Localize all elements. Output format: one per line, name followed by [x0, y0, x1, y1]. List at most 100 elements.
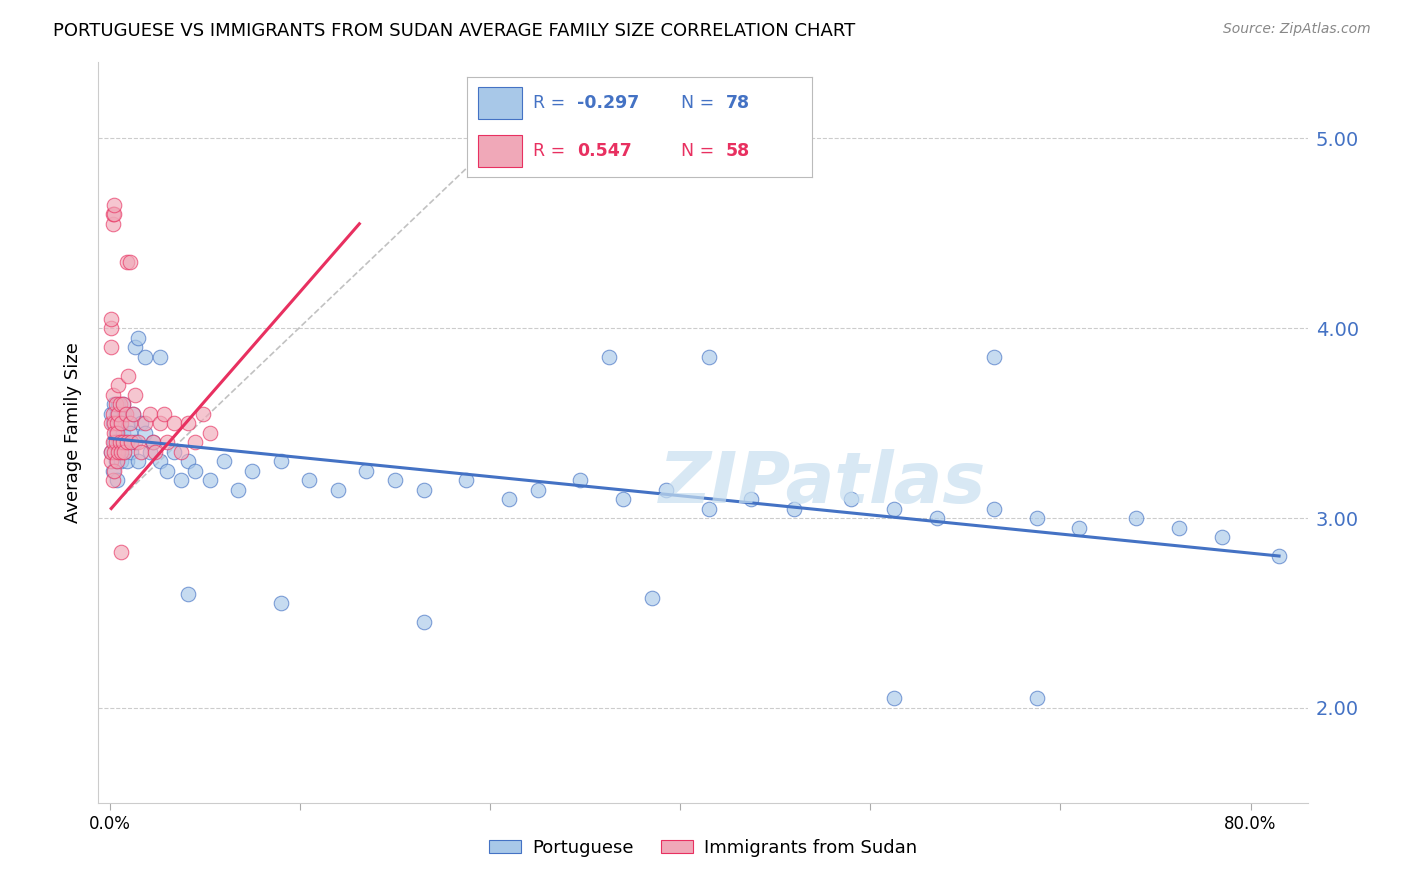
- Point: [177, 587, 200, 601]
- Point: [104, 397, 127, 411]
- Point: [127, 331, 149, 345]
- Point: [1025, 691, 1047, 706]
- Point: [526, 483, 548, 497]
- Point: [1211, 530, 1233, 544]
- Point: [356, 464, 378, 478]
- Point: [107, 378, 129, 392]
- Point: [101, 473, 124, 487]
- Point: [105, 454, 128, 468]
- Point: [212, 454, 235, 468]
- Legend: Portuguese, Immigrants from Sudan: Portuguese, Immigrants from Sudan: [482, 831, 924, 864]
- Point: [127, 435, 149, 450]
- Point: [134, 350, 156, 364]
- Point: [384, 473, 406, 487]
- Point: [107, 444, 129, 458]
- Point: [118, 254, 141, 268]
- Point: [925, 511, 948, 525]
- Point: [115, 435, 138, 450]
- Point: [163, 416, 186, 430]
- Point: [983, 501, 1005, 516]
- Point: [883, 691, 905, 706]
- Point: [101, 407, 124, 421]
- Point: [101, 207, 124, 221]
- Point: [142, 435, 165, 450]
- Point: [1125, 511, 1147, 525]
- Point: [110, 454, 132, 468]
- Point: [100, 454, 122, 468]
- Point: [129, 416, 152, 430]
- Point: [184, 464, 207, 478]
- Point: [100, 416, 122, 430]
- Point: [104, 454, 127, 468]
- Point: [326, 483, 349, 497]
- Point: [110, 416, 132, 430]
- Point: [103, 425, 125, 440]
- Point: [112, 407, 135, 421]
- Point: [101, 387, 124, 401]
- Point: [598, 350, 620, 364]
- Point: [103, 198, 125, 212]
- Point: [149, 416, 172, 430]
- Point: [134, 416, 156, 430]
- Text: PORTUGUESE VS IMMIGRANTS FROM SUDAN AVERAGE FAMILY SIZE CORRELATION CHART: PORTUGUESE VS IMMIGRANTS FROM SUDAN AVER…: [53, 22, 856, 40]
- Point: [184, 435, 207, 450]
- Point: [105, 425, 128, 440]
- Point: [103, 444, 125, 458]
- Point: [1069, 520, 1091, 534]
- Point: [139, 444, 162, 458]
- Point: [103, 435, 125, 450]
- Point: [118, 416, 141, 430]
- Point: [412, 483, 434, 497]
- Point: [101, 435, 124, 450]
- Point: [121, 407, 143, 421]
- Point: [117, 368, 139, 383]
- Point: [103, 397, 125, 411]
- Point: [107, 397, 129, 411]
- Point: [412, 615, 434, 630]
- Point: [103, 464, 125, 478]
- Point: [640, 591, 662, 605]
- Point: [655, 483, 678, 497]
- Point: [120, 444, 142, 458]
- Point: [108, 444, 131, 458]
- Point: [298, 473, 321, 487]
- Point: [170, 473, 193, 487]
- Point: [270, 454, 292, 468]
- Point: [105, 473, 128, 487]
- Point: [110, 444, 132, 458]
- Point: [114, 407, 136, 421]
- Point: [108, 435, 131, 450]
- Point: [115, 454, 138, 468]
- Point: [111, 435, 134, 450]
- Point: [104, 425, 127, 440]
- Point: [149, 454, 172, 468]
- Point: [100, 311, 122, 326]
- Text: Source: ZipAtlas.com: Source: ZipAtlas.com: [1223, 22, 1371, 37]
- Point: [697, 350, 720, 364]
- Point: [100, 340, 122, 354]
- Point: [108, 397, 131, 411]
- Point: [103, 416, 125, 430]
- Y-axis label: Average Family Size: Average Family Size: [65, 343, 83, 523]
- Point: [198, 473, 221, 487]
- Point: [139, 407, 162, 421]
- Point: [156, 464, 179, 478]
- Point: [612, 491, 634, 506]
- Point: [101, 464, 124, 478]
- Point: [983, 350, 1005, 364]
- Point: [111, 397, 134, 411]
- Point: [124, 340, 146, 354]
- Point: [129, 444, 152, 458]
- Point: [100, 321, 122, 335]
- Point: [100, 407, 122, 421]
- Point: [170, 444, 193, 458]
- Point: [198, 425, 221, 440]
- Point: [1025, 511, 1047, 525]
- Point: [117, 416, 139, 430]
- Point: [134, 425, 156, 440]
- Point: [124, 435, 146, 450]
- Point: [783, 501, 806, 516]
- Point: [226, 483, 249, 497]
- Point: [242, 464, 264, 478]
- Point: [107, 407, 129, 421]
